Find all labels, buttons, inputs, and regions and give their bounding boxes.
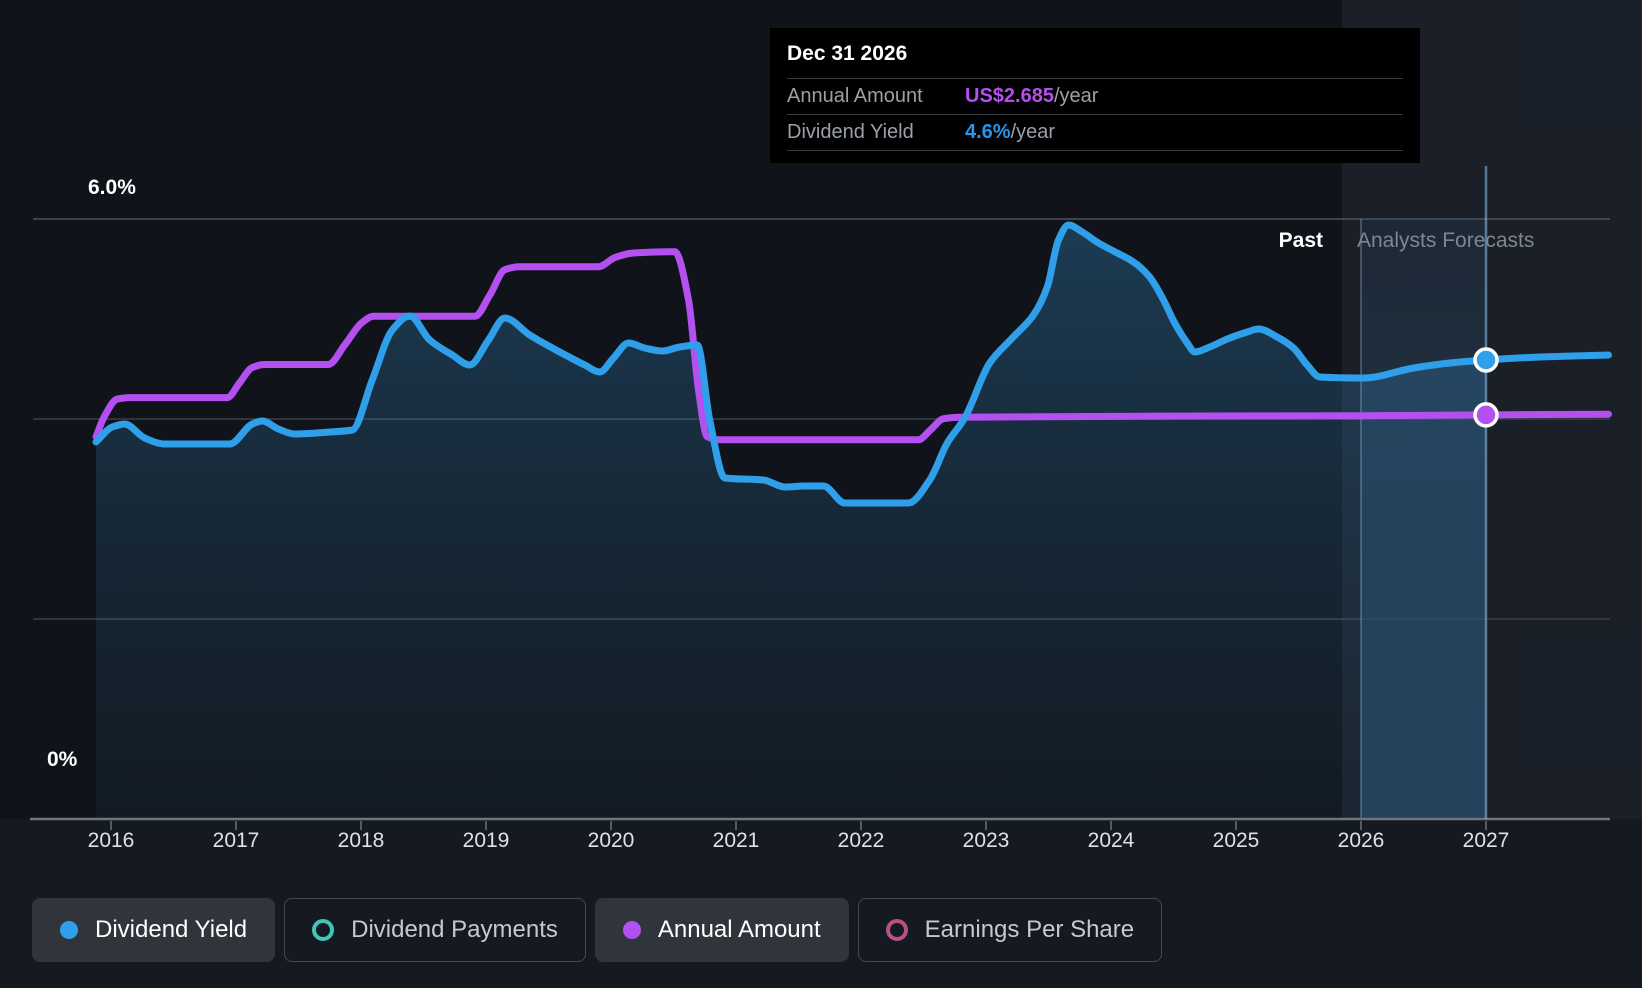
dividend-payments-ring-icon [312, 919, 335, 941]
tooltip: Dec 31 2026 Annual Amount US$2.685/year Di… [770, 28, 1420, 163]
past-label: Past [1279, 229, 1323, 252]
x-axis-year-label: 2023 [963, 829, 1010, 852]
x-axis-year-label: 2021 [713, 829, 760, 852]
dividend-yield-marker-dot [1473, 347, 1499, 373]
series-layer [92, 219, 1612, 819]
x-axis-year-label: 2016 [88, 829, 135, 852]
x-axis-year-label: 2022 [838, 829, 885, 852]
legend: Dividend Yield Dividend Payments Annual Am… [32, 898, 1163, 962]
x-axis-year-label: 2025 [1213, 829, 1260, 852]
dividend-yield-dot-icon [60, 921, 78, 939]
annual-amount-line [92, 248, 1612, 444]
annotations [1473, 166, 1499, 819]
tooltip-row-label: Dividend Yield [787, 121, 914, 143]
y-axis-bottom-label: 0% [47, 748, 78, 771]
tooltip-row: Dividend Yield 4.6%/year [787, 115, 1403, 151]
analysts-forecasts-label: Analysts Forecasts [1357, 229, 1534, 252]
annual-amount-dot-icon [622, 921, 641, 939]
x-axis: 2016 2017 2018 2019 2020 2021 2022 2023 2024 2025… [30, 817, 1610, 852]
dividend-yield-line [92, 221, 1612, 507]
dividend-yield-area [96, 225, 1486, 819]
annual-amount-marker-dot [1473, 402, 1499, 428]
legend-label: Dividend Yield [95, 916, 248, 943]
tooltip-row: Annual Amount US$2.685/year [787, 79, 1403, 115]
x-axis-year-label: 2024 [1088, 829, 1135, 852]
x-axis-year-label: 2018 [338, 829, 385, 852]
legend-dividend-yield-button[interactable]: Dividend Yield [32, 898, 276, 962]
tooltip-row-value: 4.6% [965, 121, 1011, 143]
legend-annual-amount-button[interactable]: Annual Amount [594, 898, 849, 962]
earnings-per-share-ring-icon [885, 919, 908, 941]
tooltip-row-suffix: /year [1053, 85, 1099, 107]
y-axis-top-label: 6.0% [88, 176, 136, 199]
x-axis-year-label: 2019 [463, 829, 510, 852]
legend-label: Dividend Payments [351, 916, 558, 943]
legend-earnings-per-share-button[interactable]: Earnings Per Share [857, 898, 1163, 962]
legend-dividend-payments-button[interactable]: Dividend Payments [284, 898, 586, 962]
tooltip-date: Dec 31 2026 [787, 28, 1403, 79]
tooltip-row-value: US$2.685 [965, 85, 1054, 107]
x-axis-year-label: 2026 [1338, 829, 1385, 852]
x-axis-year-label: 2020 [588, 829, 635, 852]
tooltip-row-suffix: /year [1010, 121, 1056, 143]
legend-label: Earnings Per Share [924, 916, 1135, 943]
legend-label: Annual Amount [657, 916, 821, 943]
x-axis-year-label: 2027 [1463, 829, 1510, 852]
x-axis-year-label: 2017 [213, 829, 260, 852]
tooltip-row-label: Annual Amount [787, 85, 923, 107]
